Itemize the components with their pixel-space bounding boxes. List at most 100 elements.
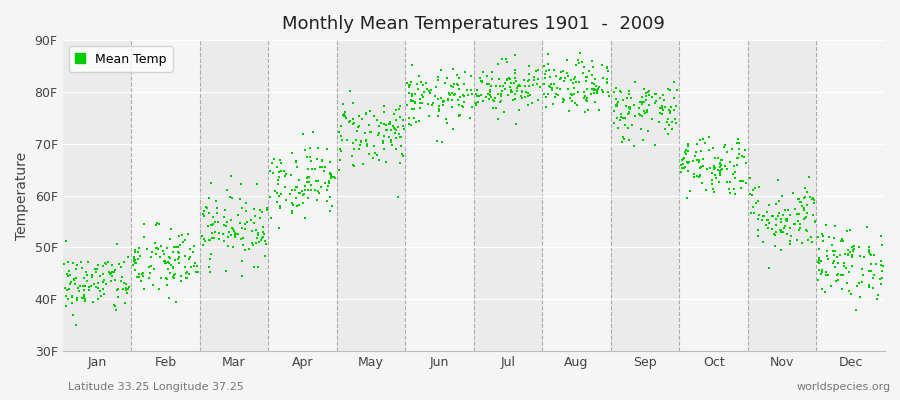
Point: [640, 108, 654, 115]
Point: [160, 276, 175, 282]
Point: [285, 200, 300, 206]
Point: [660, 118, 674, 125]
Point: [667, 95, 681, 101]
Point: [158, 275, 173, 282]
Point: [167, 272, 182, 278]
Point: [464, 114, 478, 121]
Point: [510, 84, 525, 91]
Point: [734, 177, 748, 184]
Point: [508, 74, 523, 81]
Point: [799, 210, 814, 216]
Point: [233, 196, 248, 202]
Point: [681, 143, 696, 150]
Point: [385, 142, 400, 148]
Point: [743, 210, 758, 216]
Point: [681, 147, 696, 154]
Point: [68, 275, 83, 282]
Point: [608, 89, 622, 96]
Point: [558, 75, 572, 81]
Point: [68, 322, 83, 328]
Point: [508, 66, 522, 73]
Point: [485, 68, 500, 75]
Point: [488, 95, 502, 102]
Point: [314, 184, 328, 190]
Point: [86, 298, 100, 305]
Point: [581, 106, 596, 113]
Point: [851, 244, 866, 250]
Point: [768, 243, 782, 250]
Point: [105, 273, 120, 279]
Point: [273, 202, 287, 209]
Point: [628, 79, 643, 86]
Point: [743, 175, 758, 181]
Point: [845, 253, 859, 260]
Point: [273, 205, 287, 212]
Point: [720, 149, 734, 155]
Point: [677, 164, 691, 171]
Point: [575, 59, 590, 66]
Point: [195, 242, 210, 248]
Point: [228, 232, 242, 238]
Point: [129, 260, 143, 266]
Point: [90, 265, 104, 272]
Point: [493, 91, 508, 98]
Point: [632, 105, 646, 111]
Point: [600, 68, 615, 74]
Point: [556, 68, 571, 74]
Point: [419, 85, 434, 92]
Point: [402, 90, 417, 96]
Point: [166, 274, 180, 280]
Point: [202, 269, 217, 275]
Point: [221, 243, 236, 249]
Point: [702, 147, 716, 154]
Point: [289, 158, 303, 164]
Point: [806, 212, 820, 218]
Point: [800, 202, 814, 208]
Point: [249, 180, 264, 187]
Point: [392, 193, 406, 200]
Point: [226, 244, 240, 250]
Point: [577, 94, 591, 101]
Point: [234, 236, 248, 242]
Point: [694, 148, 708, 154]
Point: [867, 272, 881, 279]
Point: [820, 256, 834, 263]
Point: [312, 164, 327, 170]
Point: [70, 297, 85, 304]
Point: [332, 128, 347, 135]
Point: [711, 155, 725, 161]
Bar: [543, 40, 611, 351]
Point: [622, 110, 636, 116]
Point: [849, 307, 863, 314]
Point: [205, 222, 220, 228]
Point: [480, 73, 494, 79]
Point: [411, 73, 426, 79]
Point: [159, 244, 174, 251]
Point: [392, 103, 407, 110]
Point: [599, 64, 614, 70]
Point: [84, 282, 98, 289]
Point: [61, 286, 76, 292]
Point: [560, 70, 574, 77]
Point: [217, 222, 231, 228]
Point: [751, 233, 765, 240]
Point: [815, 267, 830, 274]
Point: [196, 236, 211, 242]
Point: [104, 268, 119, 275]
Point: [847, 246, 861, 252]
Point: [705, 170, 719, 176]
Point: [408, 91, 422, 97]
Point: [645, 116, 660, 122]
Point: [568, 100, 582, 106]
Point: [362, 151, 376, 158]
Point: [866, 274, 880, 281]
Point: [814, 269, 829, 275]
Point: [842, 251, 856, 258]
Point: [396, 153, 410, 160]
Point: [215, 231, 230, 237]
Point: [393, 114, 408, 120]
Point: [698, 140, 712, 146]
Point: [343, 88, 357, 94]
Point: [583, 91, 598, 97]
Point: [194, 233, 209, 240]
